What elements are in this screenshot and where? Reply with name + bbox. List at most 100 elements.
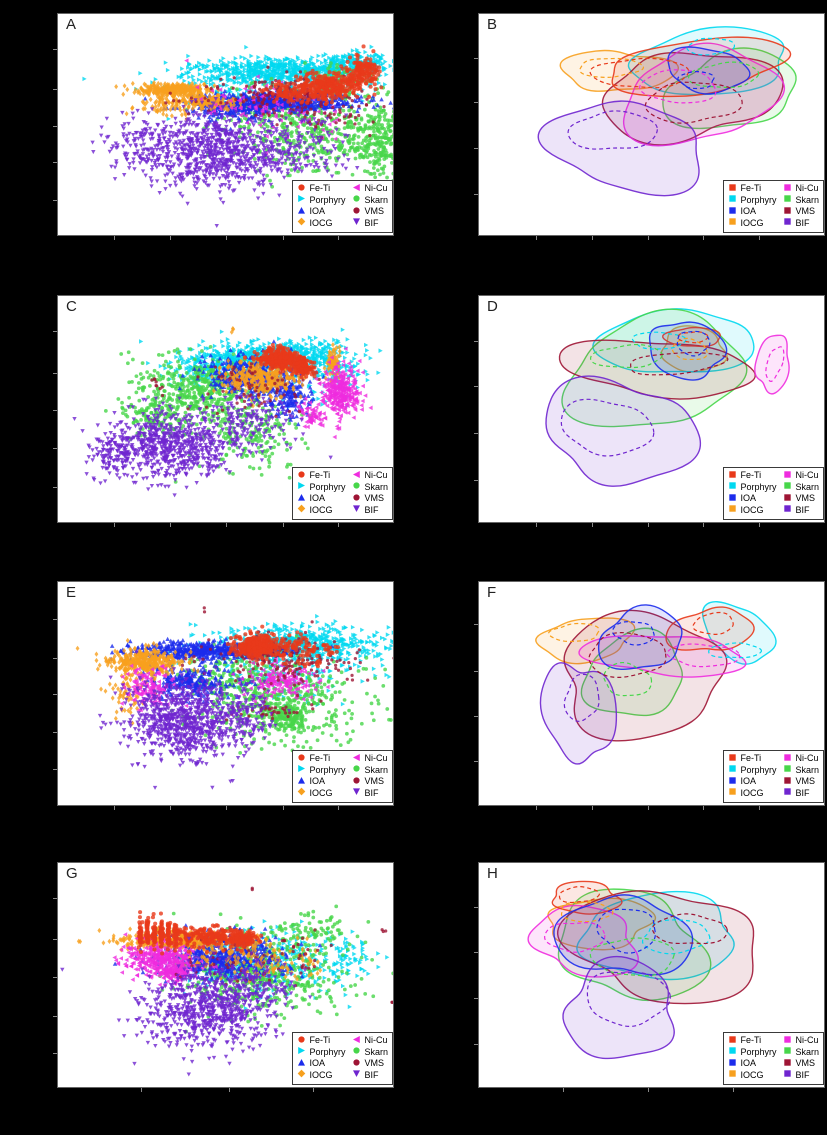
triangle-up-icon: [297, 1058, 306, 1070]
panel-f-legend: Fe-Ti Porphyry IOA IOCG Ni-Cu Skarn VMS BIF: [723, 750, 824, 803]
legend-item-vms: VMS: [783, 206, 819, 218]
legend-label: Ni-Cu: [795, 470, 819, 481]
legend-item-vms: VMS: [783, 493, 819, 505]
square-icon: [783, 787, 792, 799]
diamond-icon: [297, 217, 306, 229]
legend-label: IOA: [309, 776, 325, 787]
square-icon: [783, 504, 792, 516]
square-icon: [728, 787, 737, 799]
legend-label: IOCG: [740, 1069, 764, 1080]
legend-label: Skarn: [364, 764, 388, 775]
legend-label: BIF: [364, 1069, 379, 1080]
legend-column: Ni-Cu Skarn VMS BIF: [783, 470, 819, 516]
panel-h: H Fe-Ti Porphyry IOA IOCG Ni-Cu Skarn VMS BIF: [470, 854, 827, 1096]
circle-icon: [352, 764, 361, 776]
legend-label: IOCG: [740, 504, 764, 515]
triangle-right-icon: [297, 764, 306, 776]
square-icon: [728, 776, 737, 788]
legend-item-fe-ti: Fe-Ti: [728, 470, 776, 482]
circle-icon: [297, 753, 306, 765]
legend-label: IOA: [740, 206, 756, 217]
legend-item-ioa: IOA: [297, 206, 345, 218]
square-icon: [728, 217, 737, 229]
legend-item-ioa: IOA: [297, 493, 345, 505]
legend-item-bif: BIF: [783, 788, 819, 800]
square-icon: [728, 493, 737, 505]
legend-item-ioa: IOA: [297, 1058, 345, 1070]
legend-item-bif: BIF: [783, 1070, 819, 1082]
legend-column: Fe-Ti Porphyry IOA IOCG: [297, 1035, 345, 1081]
legend-item-bif: BIF: [783, 218, 819, 230]
circle-icon: [297, 1035, 306, 1047]
legend-item-bif: BIF: [352, 505, 388, 517]
legend-label: VMS: [795, 776, 815, 787]
panel-h-legend: Fe-Ti Porphyry IOA IOCG Ni-Cu Skarn VMS BIF: [723, 1032, 824, 1085]
square-icon: [728, 1035, 737, 1047]
legend-label: IOA: [309, 493, 325, 504]
legend-item-vms: VMS: [352, 776, 388, 788]
square-icon: [783, 217, 792, 229]
legend-item-vms: VMS: [352, 1058, 388, 1070]
legend-label: Skarn: [795, 1046, 819, 1057]
legend-label: Fe-Ti: [309, 470, 331, 481]
legend-label: Ni-Cu: [795, 1035, 819, 1046]
legend-item-fe-ti: Fe-Ti: [297, 753, 345, 765]
legend-column: Fe-Ti Porphyry IOA IOCG: [297, 470, 345, 516]
legend-label: Fe-Ti: [740, 753, 762, 764]
legend-item-vms: VMS: [783, 1058, 819, 1070]
legend-item-ni-cu: Ni-Cu: [783, 753, 819, 765]
square-icon: [728, 1046, 737, 1058]
legend-item-skarn: Skarn: [352, 482, 388, 494]
panel-d-letter: D: [487, 298, 498, 315]
circle-icon: [297, 470, 306, 482]
panel-g-letter: G: [66, 865, 78, 882]
legend-column: Fe-Ti Porphyry IOA IOCG: [728, 183, 776, 229]
panel-e-letter: E: [66, 584, 77, 601]
triangle-down-icon: [352, 1069, 361, 1081]
legend-label: Ni-Cu: [364, 470, 388, 481]
square-icon: [783, 1058, 792, 1070]
legend-label: Skarn: [364, 481, 388, 492]
legend-label: Ni-Cu: [364, 183, 388, 194]
square-icon: [728, 753, 737, 765]
triangle-up-icon: [297, 776, 306, 788]
triangle-right-icon: [297, 1046, 306, 1058]
legend-column: Fe-Ti Porphyry IOA IOCG: [728, 470, 776, 516]
legend-label: Porphyry: [740, 764, 777, 775]
panel-c: C Fe-Ti Porphyry IOA IOCG Ni-Cu Skarn VMS BIF: [49, 287, 402, 531]
legend-column: Ni-Cu Skarn VMS BIF: [783, 753, 819, 799]
legend-item-skarn: Skarn: [352, 195, 388, 207]
legend-item-porphyry: Porphyry: [728, 195, 776, 207]
panel-h-letter: H: [487, 865, 498, 882]
legend-item-ni-cu: Ni-Cu: [352, 1035, 388, 1047]
legend-label: Skarn: [364, 1046, 388, 1057]
legend-item-fe-ti: Fe-Ti: [728, 183, 776, 195]
panel-e-legend: Fe-Ti Porphyry IOA IOCG Ni-Cu Skarn VMS BIF: [292, 750, 393, 803]
legend-label: Fe-Ti: [740, 470, 762, 481]
legend-label: IOA: [740, 493, 756, 504]
legend-column: Ni-Cu Skarn VMS BIF: [352, 470, 388, 516]
legend-label: IOA: [309, 206, 325, 217]
legend-item-ni-cu: Ni-Cu: [352, 183, 388, 195]
legend-label: Porphyry: [309, 481, 346, 492]
legend-label: IOCG: [309, 1069, 333, 1080]
legend-label: BIF: [795, 1069, 810, 1080]
legend-column: Fe-Ti Porphyry IOA IOCG: [297, 753, 345, 799]
legend-item-iocg: IOCG: [728, 1070, 776, 1082]
legend-label: Fe-Ti: [309, 1035, 331, 1046]
panel-d-legend: Fe-Ti Porphyry IOA IOCG Ni-Cu Skarn VMS BIF: [723, 467, 824, 520]
legend-item-iocg: IOCG: [728, 505, 776, 517]
legend-label: Porphyry: [309, 194, 346, 205]
square-icon: [783, 470, 792, 482]
legend-label: Porphyry: [740, 1046, 777, 1057]
legend-label: Porphyry: [309, 764, 346, 775]
square-icon: [783, 1035, 792, 1047]
panel-d: D Fe-Ti Porphyry IOA IOCG Ni-Cu Skarn VMS BIF: [470, 287, 827, 531]
legend-item-porphyry: Porphyry: [297, 1047, 345, 1059]
legend-item-ni-cu: Ni-Cu: [783, 183, 819, 195]
panel-b-letter: B: [487, 16, 498, 33]
triangle-left-icon: [352, 753, 361, 765]
legend-item-iocg: IOCG: [297, 788, 345, 800]
square-icon: [783, 753, 792, 765]
legend-item-skarn: Skarn: [352, 1047, 388, 1059]
